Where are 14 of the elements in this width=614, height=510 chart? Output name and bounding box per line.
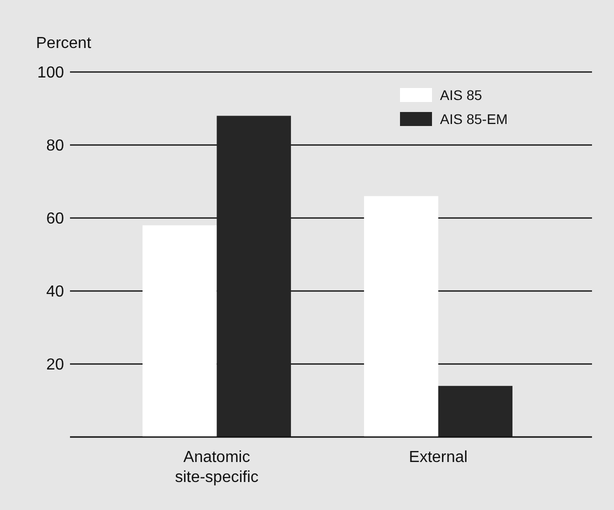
x-tick-label: Anatomic site-specific xyxy=(174,449,259,486)
legend-label: AIS 85-EM xyxy=(440,110,508,127)
y-tick-label: 100 xyxy=(37,64,64,82)
legend-label: AIS 85 xyxy=(440,86,482,103)
y-tick-label: 40 xyxy=(46,284,64,301)
bar xyxy=(216,116,291,437)
x-tick-label: External xyxy=(408,449,468,466)
bar xyxy=(142,225,217,437)
y-axis-title: Percent xyxy=(36,35,92,52)
y-tick-label: 20 xyxy=(46,356,64,374)
y-tick-label: 60 xyxy=(46,210,64,228)
y-tick-label: 80 xyxy=(46,138,64,155)
bar xyxy=(364,196,438,437)
bar xyxy=(438,386,512,437)
